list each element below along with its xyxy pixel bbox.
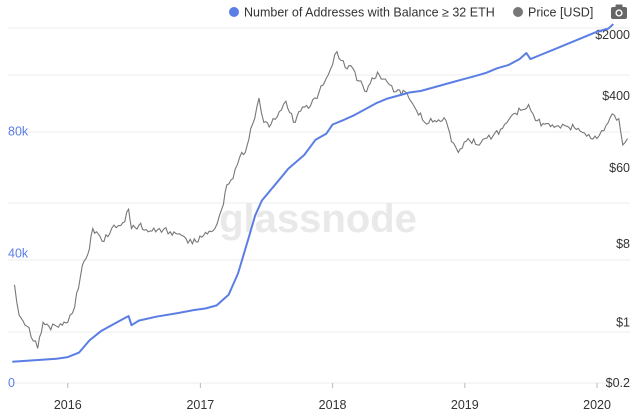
legend-marker-price[interactable]: [513, 7, 523, 17]
series-line-addresses: [12, 23, 614, 363]
right-axis: $0.2 $1 $8 $60 $400 $2000: [595, 28, 630, 390]
x-tick-label: 2018: [319, 398, 347, 412]
right-tick-label: $1: [616, 315, 630, 329]
right-tick-label: $60: [609, 161, 630, 175]
right-tick-label: $0.2: [606, 376, 630, 390]
chart-grid: [8, 27, 630, 384]
left-tick-label: 0: [8, 376, 15, 390]
legend-label-price[interactable]: Price [USD]: [528, 6, 593, 20]
x-tick-label: 2019: [451, 398, 479, 412]
right-tick-label: $400: [602, 89, 630, 103]
series-layer: [12, 23, 628, 363]
series-line-price: [13, 50, 628, 349]
left-tick-label: 40k: [8, 246, 29, 260]
legend: Number of Addresses with Balance ≥ 32 ET…: [229, 6, 593, 20]
left-axis: 0 40k 80k: [8, 125, 29, 390]
camera-icon[interactable]: [611, 4, 627, 20]
x-tick-label: 2017: [186, 398, 214, 412]
left-tick-label: 80k: [8, 125, 29, 139]
x-axis: 2016 2017 2018 2019 2020: [54, 383, 611, 412]
legend-label-addresses[interactable]: Number of Addresses with Balance ≥ 32 ET…: [244, 6, 495, 20]
watermark: glassnode: [219, 197, 417, 241]
legend-marker-addresses[interactable]: [229, 7, 239, 17]
x-tick-label: 2016: [54, 398, 82, 412]
right-tick-label: $2000: [595, 28, 630, 42]
x-tick-label: 2020: [583, 398, 611, 412]
right-tick-label: $8: [616, 237, 630, 251]
